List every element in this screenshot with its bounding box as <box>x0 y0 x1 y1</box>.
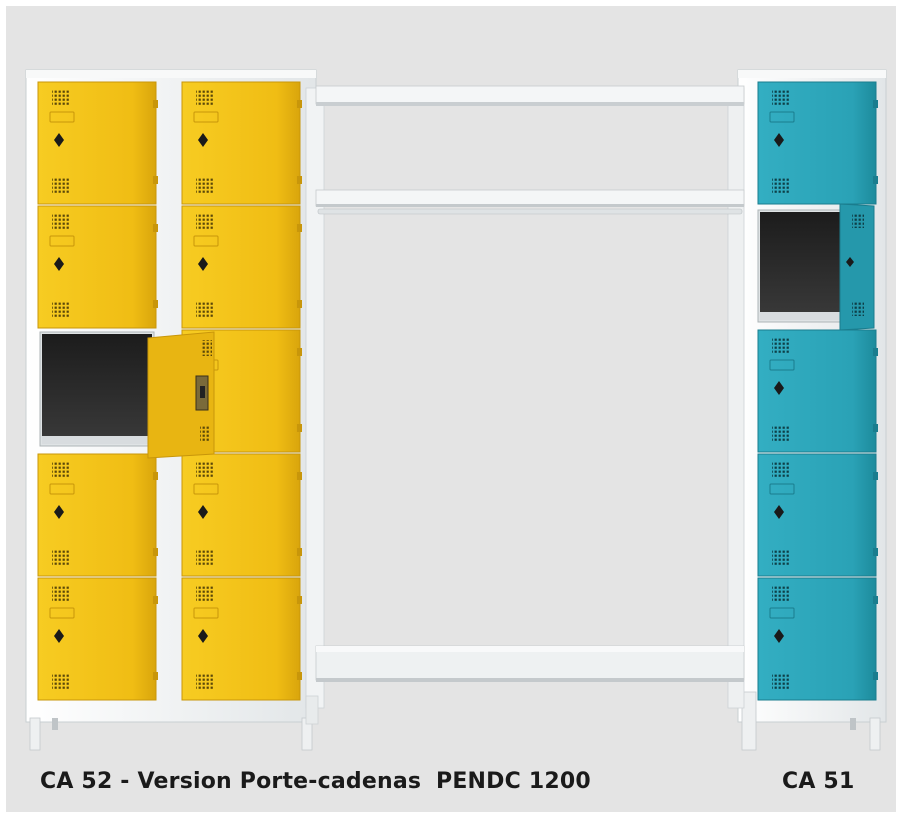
locker-door <box>37 453 158 577</box>
caption-ca51: CA 51 <box>782 769 855 794</box>
locker-door <box>181 453 302 577</box>
shelf-rack-pendc1200 <box>305 85 745 725</box>
locker-door <box>181 81 302 205</box>
caption-ca52: CA 52 - Version Porte-cadenas <box>40 769 422 794</box>
open-locker-door <box>839 203 875 331</box>
open-locker-cavity <box>757 209 843 323</box>
locker-door <box>181 205 302 329</box>
locker-door <box>757 329 878 453</box>
locker-door <box>37 577 158 701</box>
open-locker-door <box>147 331 215 459</box>
locker-product-photo <box>25 69 887 751</box>
locker-door <box>37 81 158 205</box>
locker-door <box>757 453 878 577</box>
locker-door <box>757 577 878 701</box>
locker-door <box>757 81 878 205</box>
locker-door <box>181 577 302 701</box>
open-locker-cavity <box>39 331 155 447</box>
locker-door <box>37 205 158 329</box>
image-frame: CA 52 - Version Porte-cadenas PENDC 1200… <box>6 6 896 812</box>
caption-pendc1200: PENDC 1200 <box>436 769 591 794</box>
